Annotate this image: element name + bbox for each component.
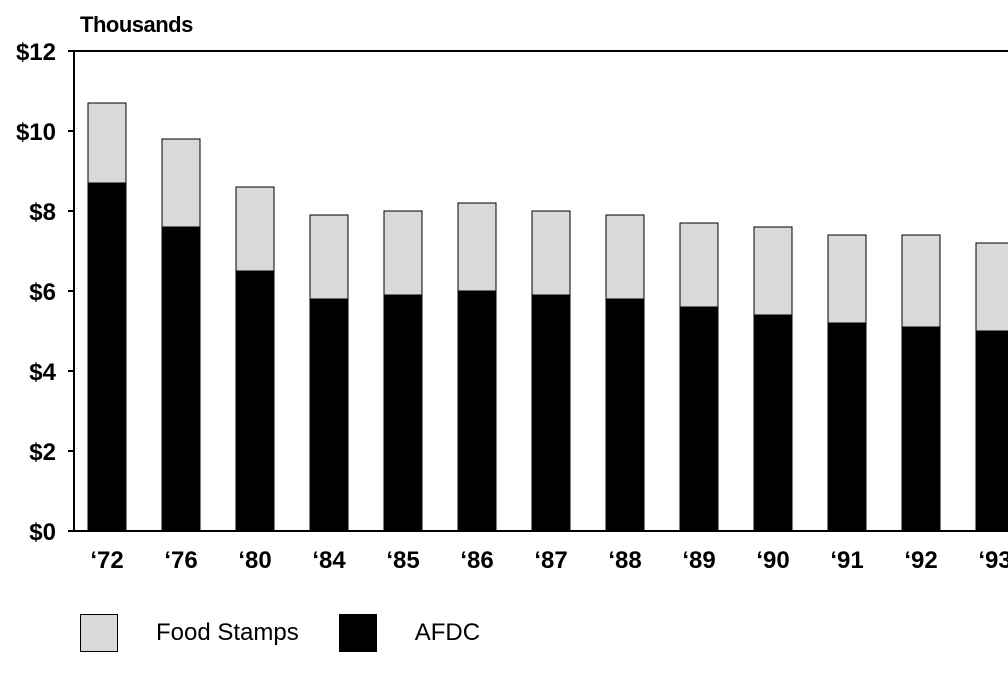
bar-food-stamps	[975, 242, 1008, 332]
bar-food-stamps	[87, 102, 127, 184]
x-tick-label: ‘72	[90, 547, 123, 574]
bar-afdc	[679, 306, 719, 532]
bar-afdc	[457, 290, 497, 532]
bar-afdc	[901, 326, 941, 532]
bar-food-stamps	[161, 138, 201, 228]
bar-food-stamps	[383, 210, 423, 296]
bar-afdc	[827, 322, 867, 532]
x-tick-label: ‘93	[978, 547, 1008, 574]
bar-afdc	[309, 298, 349, 532]
y-tick-label: $6	[29, 279, 56, 306]
chart-plot: $0 $2 $4 $6 $8 $10 $12 ‘72 ‘76 ‘80 ‘84 ‘85 ‘86 ‘87 ‘88…	[16, 39, 1008, 574]
bar-afdc	[753, 314, 793, 532]
x-tick-label: ‘87	[534, 547, 567, 574]
bar-food-stamps	[753, 226, 793, 316]
y-tick-label: $2	[29, 439, 56, 466]
bar-food-stamps	[309, 214, 349, 300]
bar-food-stamps	[457, 202, 497, 292]
legend-item-food-stamps: Food Stamps	[80, 614, 299, 652]
bar-afdc	[605, 298, 645, 532]
legend-swatch-afdc	[338, 614, 377, 652]
legend-label-afdc: AFDC	[414, 619, 481, 646]
x-tick-label: ‘84	[312, 547, 346, 574]
y-tick-label: $0	[29, 519, 56, 546]
x-tick-label: ‘86	[460, 547, 493, 574]
x-tick-label: ‘90	[756, 547, 789, 574]
unit-label: Thousands	[80, 12, 193, 37]
x-tick-label: ‘80	[238, 547, 271, 574]
x-tick-label: ‘76	[164, 547, 197, 574]
bar-afdc	[383, 294, 423, 532]
bar-food-stamps	[531, 210, 571, 296]
y-tick-label: $8	[29, 199, 56, 226]
bar-afdc	[975, 330, 1008, 532]
legend: Food Stamps AFDC	[80, 614, 520, 652]
x-tick-label: ‘91	[830, 547, 863, 574]
legend-label-food-stamps: Food Stamps	[156, 619, 299, 646]
legend-item-afdc: AFDC	[338, 614, 481, 652]
x-tick-label: ‘88	[608, 547, 641, 574]
legend-swatch-food-stamps	[80, 614, 118, 652]
bar-food-stamps	[235, 186, 275, 272]
bar-food-stamps	[827, 234, 867, 324]
bar-food-stamps	[679, 222, 719, 308]
bar-afdc	[87, 182, 127, 532]
bar-food-stamps	[901, 234, 941, 328]
y-tick-label: $12	[16, 39, 56, 66]
x-tick-label: ‘89	[682, 547, 715, 574]
bar-afdc	[531, 294, 571, 532]
bar-afdc	[161, 226, 201, 532]
y-tick-label: $10	[16, 119, 56, 146]
x-tick-label: ‘85	[386, 547, 419, 574]
bar-afdc	[235, 270, 275, 532]
x-tick-label: ‘92	[904, 547, 937, 574]
bar-food-stamps	[605, 214, 645, 300]
y-tick-label: $4	[29, 359, 56, 386]
